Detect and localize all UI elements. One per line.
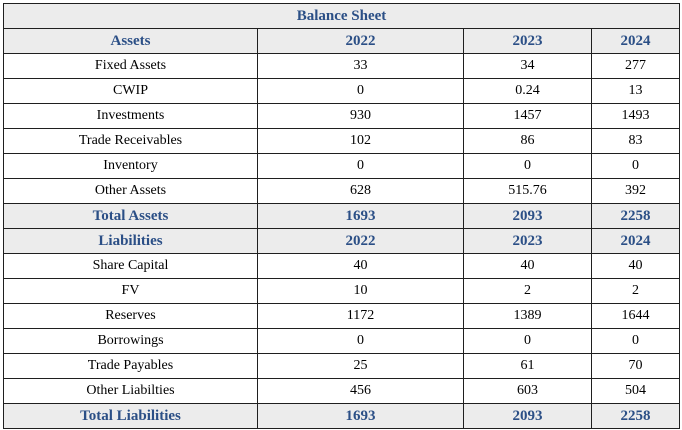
liabilities-header-row-year-2023-cell: 2023 — [463, 228, 592, 254]
liabilities-row-year-2024-cell: 504 — [590, 378, 681, 404]
assets-row-label-cell: Other Assets — [3, 178, 258, 204]
liabilities-row-year-2024-cell: 0 — [590, 328, 681, 354]
assets-header-row-year-2022-cell: 2022 — [257, 28, 464, 54]
liabilities-row-year-2022-cell: 1172 — [257, 303, 464, 329]
table-row: Fixed Assets 33 34 277 — [3, 53, 681, 79]
assets-row-year-2024-cell: 1493 — [590, 103, 681, 129]
table-row: Borrowings 0 0 0 — [3, 328, 681, 354]
assets-row-year-2022-cell: 102 — [257, 128, 464, 154]
assets-row-year-2023-cell: 86 — [463, 128, 592, 154]
assets-total-row: Total Assets 1693 2093 2258 — [3, 203, 681, 229]
table-row: Reserves 1172 1389 1644 — [3, 303, 681, 329]
assets-total-row-year-2023-cell: 2093 — [463, 203, 592, 229]
liabilities-total-row-label-cell: Total Liabilities — [3, 403, 258, 429]
liabilities-row-year-2022-cell: 456 — [257, 378, 464, 404]
liabilities-row-year-2024-cell: 1644 — [590, 303, 681, 329]
table-row: CWIP 0 0.24 13 — [3, 78, 681, 104]
balance-sheet-table: Balance Sheet Assets 2022 2023 2024 Fixed As… — [2, 3, 681, 429]
liabilities-row-year-2024-cell: 70 — [590, 353, 681, 379]
table-row: Investments 930 1457 1493 — [3, 103, 681, 129]
liabilities-header-row-label-cell: Liabilities — [3, 228, 258, 254]
liabilities-row-year-2023-cell: 603 — [463, 378, 592, 404]
assets-row-year-2023-cell: 34 — [463, 53, 592, 79]
assets-row-year-2022-cell: 33 — [257, 53, 464, 79]
assets-header-row-year-2024-cell: 2024 — [590, 28, 681, 54]
liabilities-row-label-cell: Trade Payables — [3, 353, 258, 379]
table-row: Share Capital 40 40 40 — [3, 253, 681, 279]
liabilities-row-year-2022-cell: 40 — [257, 253, 464, 279]
liabilities-header-row: Liabilities 2022 2023 2024 — [3, 228, 681, 254]
assets-total-row-label-cell: Total Assets — [3, 203, 258, 229]
liabilities-row-year-2023-cell: 0 — [463, 328, 592, 354]
liabilities-row-label-cell: Other Liabilties — [3, 378, 258, 404]
liabilities-row-year-2022-cell: 25 — [257, 353, 464, 379]
table-title: Balance Sheet — [2, 3, 681, 29]
assets-total-row-year-2024-cell: 2258 — [590, 203, 681, 229]
table-row: Other Liabilties 456 603 504 — [3, 378, 681, 404]
liabilities-row-year-2023-cell: 40 — [463, 253, 592, 279]
table-row: FV 10 2 2 — [3, 278, 681, 304]
liabilities-row-year-2024-cell: 2 — [590, 278, 681, 304]
assets-row-year-2023-cell: 515.76 — [463, 178, 592, 204]
table-row: Inventory 0 0 0 — [3, 153, 681, 179]
liabilities-header-row-year-2024-cell: 2024 — [590, 228, 681, 254]
assets-row-label-cell: Fixed Assets — [3, 53, 258, 79]
assets-row-label-cell: Investments — [3, 103, 258, 129]
assets-row-year-2024-cell: 13 — [590, 78, 681, 104]
table-row: Trade Receivables 102 86 83 — [3, 128, 681, 154]
liabilities-total-row-year-2022-cell: 1693 — [257, 403, 464, 429]
liabilities-total-row-year-2024-cell: 2258 — [590, 403, 681, 429]
assets-row-label-cell: CWIP — [3, 78, 258, 104]
liabilities-row-year-2022-cell: 10 — [257, 278, 464, 304]
assets-row-year-2023-cell: 0.24 — [463, 78, 592, 104]
liabilities-row-year-2023-cell: 1389 — [463, 303, 592, 329]
liabilities-row-year-2023-cell: 61 — [463, 353, 592, 379]
assets-header-row: Assets 2022 2023 2024 — [3, 28, 681, 54]
liabilities-row-label-cell: Borrowings — [3, 328, 258, 354]
liabilities-total-row: Total Liabilities 1693 2093 2258 — [3, 403, 681, 429]
liabilities-row-year-2022-cell: 0 — [257, 328, 464, 354]
title-row: Balance Sheet — [2, 3, 681, 29]
liabilities-row-year-2023-cell: 2 — [463, 278, 592, 304]
liabilities-row-label-cell: Reserves — [3, 303, 258, 329]
assets-row-year-2022-cell: 0 — [257, 78, 464, 104]
table-row: Other Assets 628 515.76 392 — [3, 178, 681, 204]
assets-row-year-2024-cell: 0 — [590, 153, 681, 179]
assets-row-year-2024-cell: 277 — [590, 53, 681, 79]
assets-row-label-cell: Inventory — [3, 153, 258, 179]
assets-total-row-year-2022-cell: 1693 — [257, 203, 464, 229]
liabilities-row-label-cell: Share Capital — [3, 253, 258, 279]
assets-header-row-year-2023-cell: 2023 — [463, 28, 592, 54]
assets-row-year-2023-cell: 1457 — [463, 103, 592, 129]
liabilities-row-label-cell: FV — [3, 278, 258, 304]
assets-row-year-2024-cell: 392 — [590, 178, 681, 204]
assets-row-year-2024-cell: 83 — [590, 128, 681, 154]
assets-row-year-2022-cell: 930 — [257, 103, 464, 129]
assets-row-year-2023-cell: 0 — [463, 153, 592, 179]
assets-row-year-2022-cell: 628 — [257, 178, 464, 204]
liabilities-total-row-year-2023-cell: 2093 — [463, 403, 592, 429]
liabilities-header-row-year-2022-cell: 2022 — [257, 228, 464, 254]
assets-row-year-2022-cell: 0 — [257, 153, 464, 179]
table-row: Trade Payables 25 61 70 — [3, 353, 681, 379]
assets-row-label-cell: Trade Receivables — [3, 128, 258, 154]
liabilities-row-year-2024-cell: 40 — [590, 253, 681, 279]
assets-header-row-label-cell: Assets — [3, 28, 258, 54]
